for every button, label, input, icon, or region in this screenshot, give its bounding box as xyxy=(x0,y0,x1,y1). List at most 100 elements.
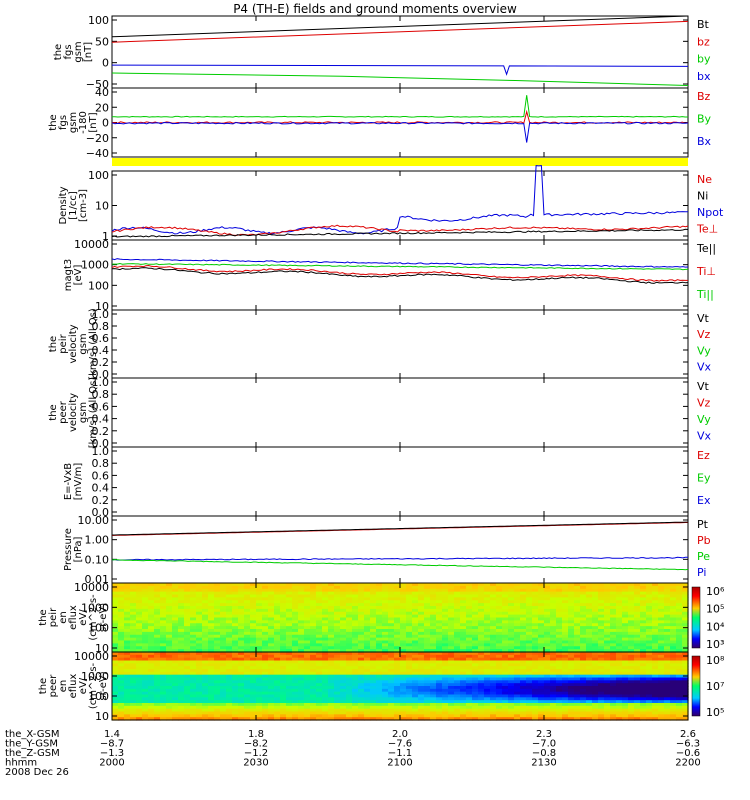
spectrogram-cell xyxy=(592,617,599,621)
spectrogram-cell xyxy=(544,657,551,662)
spectrogram-cell xyxy=(490,654,497,659)
panel-frame-pressure xyxy=(111,515,689,584)
spectrogram-cell xyxy=(214,654,221,659)
spectrogram-cell xyxy=(148,620,155,624)
spectrogram-cell xyxy=(322,588,329,593)
spectrogram-cell xyxy=(538,717,545,721)
spectrogram-cell xyxy=(208,717,215,721)
spectrogram-cell xyxy=(532,694,539,698)
spectrogram-cell xyxy=(460,688,467,693)
spectrogram-cell xyxy=(676,591,683,596)
spectrogram-cell xyxy=(448,640,455,644)
spectrogram-cell xyxy=(532,703,539,707)
spectrogram-cell xyxy=(586,623,593,627)
spectrogram-cell xyxy=(304,588,311,593)
spectrogram-cell xyxy=(370,660,377,664)
spectrogram-cell xyxy=(436,583,443,587)
spectrogram-cell xyxy=(286,688,293,693)
spectrogram-cell xyxy=(568,688,575,693)
panel-frame-peir-velocity xyxy=(111,309,689,379)
spectrogram-cell xyxy=(418,588,425,593)
spectrogram-cell xyxy=(322,591,329,596)
spectrogram-cell xyxy=(520,694,527,698)
spectrogram-cell xyxy=(514,620,521,624)
spectrogram-cell xyxy=(598,646,605,650)
spectrogram-cell xyxy=(670,583,677,587)
spectrogram-cell xyxy=(496,614,503,619)
spectrogram-cell xyxy=(322,700,329,704)
spectrogram-cell xyxy=(352,608,359,613)
spectrogram-cell xyxy=(442,657,449,662)
spectrogram-cell xyxy=(274,703,281,707)
spectrogram-cell xyxy=(202,652,209,656)
spectrogram-cell xyxy=(262,620,269,624)
spectrogram-cell xyxy=(298,591,305,596)
spectrogram-cell xyxy=(418,671,425,676)
spectrogram-cell xyxy=(646,626,653,630)
spectrogram-cell xyxy=(424,608,431,613)
ylabel-line: en xyxy=(58,611,69,624)
legend-entry: Ez xyxy=(697,449,710,462)
spectrogram-cell xyxy=(646,686,653,690)
spectrogram-cell xyxy=(346,660,353,664)
spectrogram-cell xyxy=(466,666,473,670)
spectrogram-cell xyxy=(250,626,257,630)
spectrogram-cell xyxy=(682,680,689,684)
spectrogram-cell xyxy=(340,705,347,710)
spectrogram-cell xyxy=(214,691,221,696)
spectrogram-cell xyxy=(568,603,575,607)
spectrogram-cell xyxy=(442,674,449,679)
spectrogram-cell xyxy=(496,608,503,613)
spectrogram-cell xyxy=(610,660,617,664)
xaxis-value: 2030 xyxy=(243,758,268,769)
spectrogram-cell xyxy=(364,694,371,698)
spectrogram-cell xyxy=(220,594,227,598)
spectrogram-cell xyxy=(280,666,287,670)
spectrogram-cell xyxy=(436,646,443,650)
spectrogram-cell xyxy=(550,663,557,667)
spectrogram-cell xyxy=(130,649,137,653)
spectrogram-cell xyxy=(322,683,329,687)
spectrogram-cell xyxy=(346,608,353,613)
spectrogram-cell xyxy=(478,657,485,662)
ylabel-peer-velocity: the peer velocity gsm [km/s] (All Qs) xyxy=(48,377,99,449)
spectrogram-cell xyxy=(250,637,257,642)
spectrogram-cell xyxy=(676,688,683,693)
spectrogram-cell xyxy=(532,680,539,684)
spectrogram-cell xyxy=(496,646,503,650)
spectrogram-cell xyxy=(376,671,383,676)
spectrogram-cell xyxy=(568,597,575,601)
spectrogram-cell xyxy=(388,717,395,721)
spectrogram-cell xyxy=(424,640,431,644)
spectrogram-cell xyxy=(340,666,347,670)
colorbar-label: 10⁴ xyxy=(706,620,725,633)
spectrogram-cell xyxy=(658,666,665,670)
spectrogram-cell xyxy=(292,669,299,673)
spectrogram-cell xyxy=(364,629,371,633)
spectrogram-cell xyxy=(490,606,497,610)
spectrogram-cell xyxy=(370,637,377,642)
spectrogram-cell xyxy=(316,663,323,667)
spectrogram-cell xyxy=(664,660,671,664)
spectrogram-cell xyxy=(388,611,395,616)
spectrogram-cell xyxy=(406,674,413,679)
spectrogram-cell xyxy=(346,663,353,667)
spectrogram-cell xyxy=(574,608,581,613)
spectrogram-cell xyxy=(544,583,551,587)
spectrogram-cell xyxy=(586,686,593,690)
spectrogram-cell xyxy=(292,649,299,653)
spectrogram-cell xyxy=(640,649,647,653)
spectrogram-cell xyxy=(286,694,293,698)
spectrogram-cell xyxy=(346,640,353,644)
spectrogram-cell xyxy=(514,674,521,679)
ylabel-density: Density [1/cc] [cm-3] xyxy=(58,186,89,224)
spectrogram-cell xyxy=(580,600,587,604)
spectrogram-cell xyxy=(418,640,425,644)
spectrogram-cell xyxy=(226,597,233,601)
spectrogram-cell xyxy=(202,714,209,718)
spectrogram-cell xyxy=(604,654,611,659)
spectrogram-cell xyxy=(538,606,545,610)
spectrogram-cell xyxy=(304,703,311,707)
spectrogram-cell xyxy=(520,669,527,673)
spectrogram-cell xyxy=(490,591,497,596)
